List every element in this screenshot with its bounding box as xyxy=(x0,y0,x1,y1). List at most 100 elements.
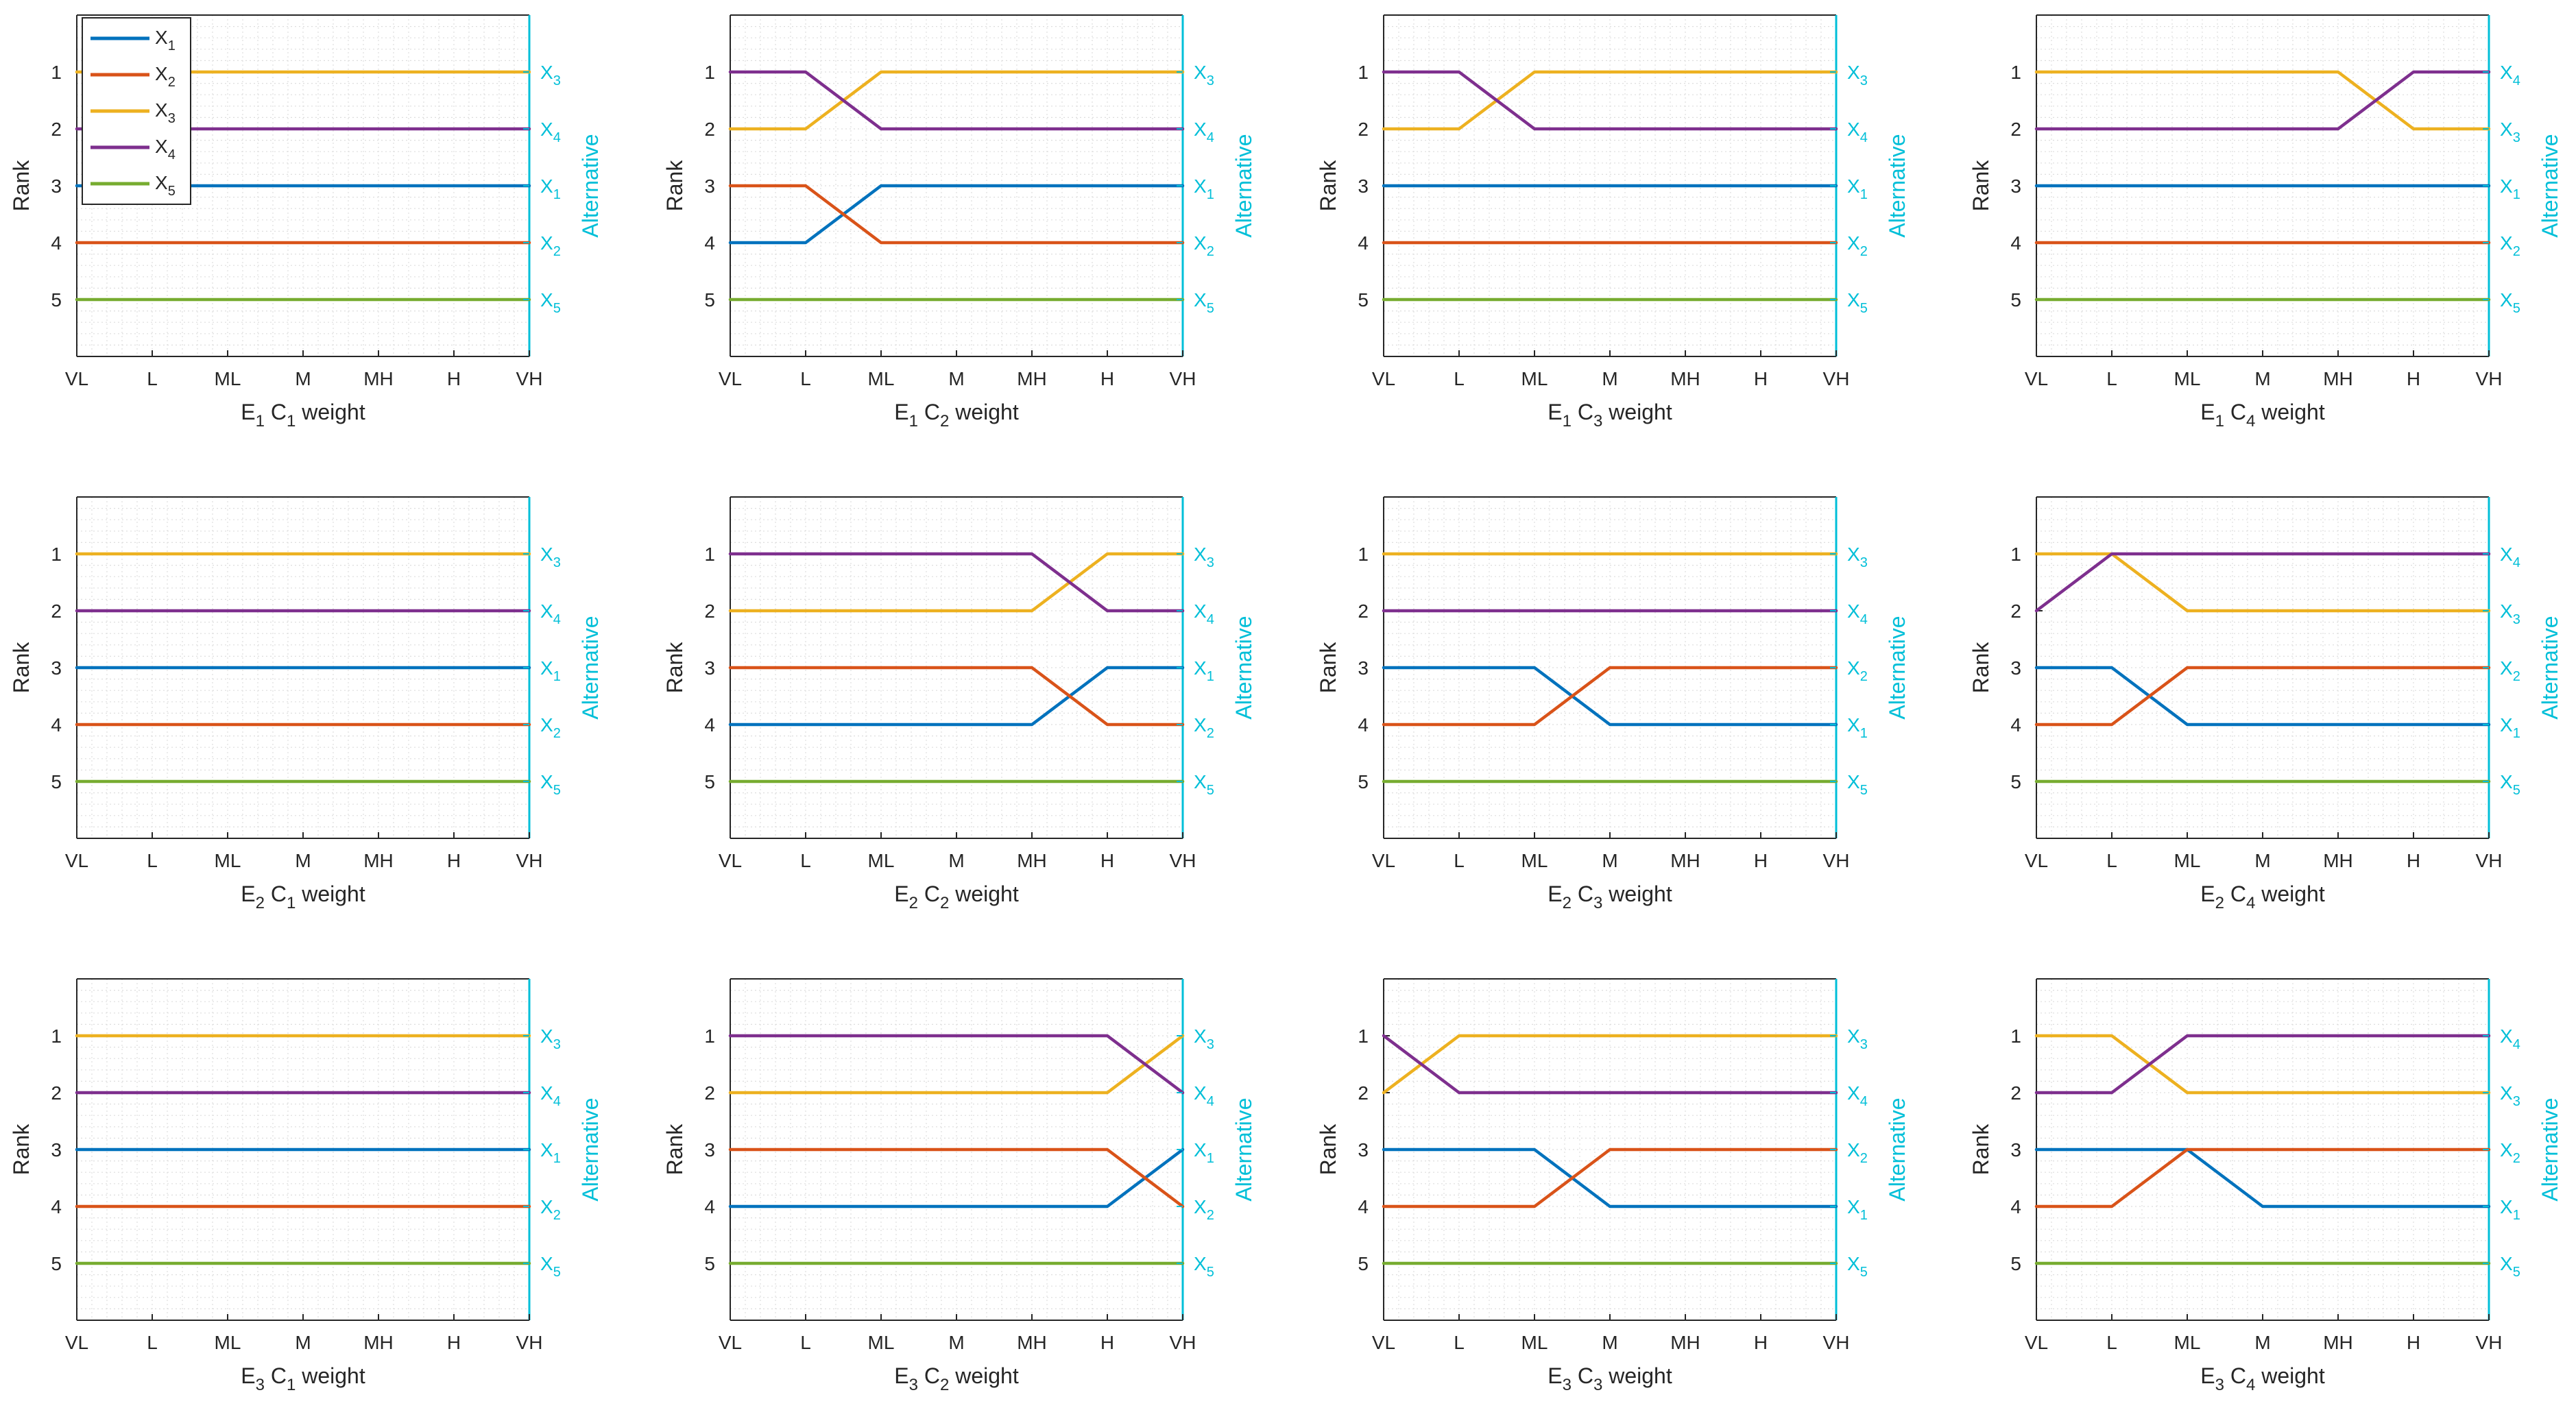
y-tick-label: 4 xyxy=(704,714,715,736)
x-axis-label: E3 C2 weight xyxy=(894,1363,1019,1394)
series-line-x4 xyxy=(728,1034,1185,1095)
x-tick-label: VH xyxy=(2476,368,2503,389)
subplot-4: VL L ML M MH H VH 1 2 3 4 5 Rank Alternative E1 C4 wei… xyxy=(1969,14,2562,430)
right-alternative-label: X2 xyxy=(2500,657,2520,684)
subplot-9: VL L ML M MH H VH 1 2 3 4 5 Rank Alternative E3 C1 wei… xyxy=(9,978,603,1394)
y-tick-label: 2 xyxy=(2010,1082,2021,1104)
x-tick-label: VL xyxy=(719,1332,742,1353)
x-tick-label: H xyxy=(1754,850,1768,871)
right-alternative-label: X1 xyxy=(1847,1196,1868,1223)
y-tick-label: 4 xyxy=(1358,232,1369,254)
y-tick-label: 3 xyxy=(51,175,62,197)
right-alternative-label: X4 xyxy=(540,600,561,627)
y-tick-label: 1 xyxy=(2010,544,2021,565)
x-tick-label: ML xyxy=(2174,368,2201,389)
right-alternative-label: X5 xyxy=(1194,289,1214,316)
legend-label-x1: X1 xyxy=(155,27,176,53)
x-tick-label: VL xyxy=(65,850,88,871)
x-tick-label: M xyxy=(1602,368,1617,389)
x-tick-label: M xyxy=(1602,1332,1617,1353)
right-axis-label: Alternative xyxy=(2538,1097,2562,1201)
right-alternative-label: X3 xyxy=(540,1025,561,1052)
y-tick-label: 1 xyxy=(2010,62,2021,83)
y-tick-label: 4 xyxy=(1358,714,1369,736)
x-tick-label: MH xyxy=(2323,850,2353,871)
x-tick-label: M xyxy=(948,850,964,871)
x-tick-label: ML xyxy=(1521,1332,1548,1353)
x-tick-label: H xyxy=(447,850,461,871)
series-line-x3 xyxy=(728,70,1185,131)
series-line-x4 xyxy=(2034,1034,2491,1095)
x-tick-label: H xyxy=(447,368,461,389)
right-axis-label: Alternative xyxy=(1885,1097,1910,1201)
x-tick-label: M xyxy=(2254,368,2270,389)
right-alternative-label: X3 xyxy=(2500,1082,2520,1109)
series-line-x2 xyxy=(2034,1147,2491,1209)
right-alternative-label: X4 xyxy=(1847,1082,1868,1109)
right-alternative-label: X3 xyxy=(2500,600,2520,627)
y-axis-label: Rank xyxy=(1969,642,1993,694)
x-tick-label: MH xyxy=(363,368,394,389)
right-alternative-label: X2 xyxy=(1194,1196,1214,1223)
right-axis-label: Alternative xyxy=(1885,616,1910,719)
y-tick-label: 4 xyxy=(51,714,62,736)
x-tick-label: ML xyxy=(2174,1332,2201,1353)
right-alternative-label: X4 xyxy=(540,1082,561,1109)
x-tick-label: VH xyxy=(516,368,543,389)
right-alternative-label: X1 xyxy=(2500,714,2520,741)
x-tick-label: ML xyxy=(1521,850,1548,871)
y-tick-label: 5 xyxy=(2010,289,2021,311)
x-tick-label: ML xyxy=(215,1332,241,1353)
right-alternative-label: X3 xyxy=(1194,544,1214,570)
right-alternative-label: X2 xyxy=(540,1196,561,1223)
y-axis-label: Rank xyxy=(1316,642,1340,694)
subplot-5: VL L ML M MH H VH 1 2 3 4 5 Rank Alternative E2 C1 wei… xyxy=(9,496,603,912)
y-tick-label: 1 xyxy=(1358,62,1369,83)
y-axis-label: Rank xyxy=(662,160,687,212)
x-tick-label: MH xyxy=(2323,368,2353,389)
y-tick-label: 2 xyxy=(2010,600,2021,622)
right-alternative-label: X1 xyxy=(2500,1196,2520,1223)
right-alternative-label: X5 xyxy=(540,289,561,316)
right-alternative-label: X5 xyxy=(540,1253,561,1280)
right-alternative-label: X2 xyxy=(1847,657,1868,684)
y-axis-label: Rank xyxy=(1316,160,1340,212)
y-tick-label: 2 xyxy=(704,1082,715,1104)
x-tick-label: VH xyxy=(2476,850,2503,871)
right-alternative-label: X2 xyxy=(1847,1139,1868,1166)
right-alternative-label: X1 xyxy=(1847,175,1868,202)
x-tick-label: VL xyxy=(2025,1332,2048,1353)
series-line-x2 xyxy=(1382,1147,1838,1209)
x-tick-label: VL xyxy=(1372,1332,1395,1353)
x-tick-label: VL xyxy=(1372,368,1395,389)
x-tick-label: H xyxy=(447,1332,461,1353)
right-alternative-label: X4 xyxy=(1194,600,1214,627)
subplot-8: VL L ML M MH H VH 1 2 3 4 5 Rank Alternative E2 C4 wei… xyxy=(1969,496,2562,912)
y-tick-label: 4 xyxy=(1358,1196,1369,1217)
x-axis-label: E1 C3 weight xyxy=(1548,400,1672,430)
subplot-12: VL L ML M MH H VH 1 2 3 4 5 Rank Alternative E3 C4 wei… xyxy=(1969,978,2562,1394)
x-tick-label: MH xyxy=(1670,850,1700,871)
series-line-x3 xyxy=(2034,552,2491,613)
y-tick-label: 1 xyxy=(1358,544,1369,565)
series-line-x4 xyxy=(2034,552,2491,613)
y-axis-label: Rank xyxy=(9,160,34,212)
y-tick-label: 1 xyxy=(51,62,62,83)
right-alternative-label: X5 xyxy=(1194,1253,1214,1280)
x-tick-label: MH xyxy=(363,850,394,871)
y-tick-label: 5 xyxy=(2010,771,2021,792)
right-alternative-label: X1 xyxy=(540,175,561,202)
subplot-6: VL L ML M MH H VH 1 2 3 4 5 Rank Alternative E2 C2 wei… xyxy=(662,496,1256,912)
series-line-x2 xyxy=(728,184,1185,245)
y-tick-label: 2 xyxy=(1358,1082,1369,1104)
right-alternative-label: X5 xyxy=(1847,771,1868,798)
y-tick-label: 3 xyxy=(1358,657,1369,679)
y-tick-label: 4 xyxy=(51,1196,62,1217)
series-line-x1 xyxy=(1382,1147,1838,1209)
x-tick-label: VH xyxy=(1170,368,1196,389)
legend-label-x3: X3 xyxy=(155,99,176,126)
x-axis-label: E3 C4 weight xyxy=(2200,1363,2325,1394)
y-tick-label: 5 xyxy=(1358,289,1369,311)
x-tick-label: M xyxy=(1602,850,1617,871)
x-tick-label: VH xyxy=(2476,1332,2503,1353)
